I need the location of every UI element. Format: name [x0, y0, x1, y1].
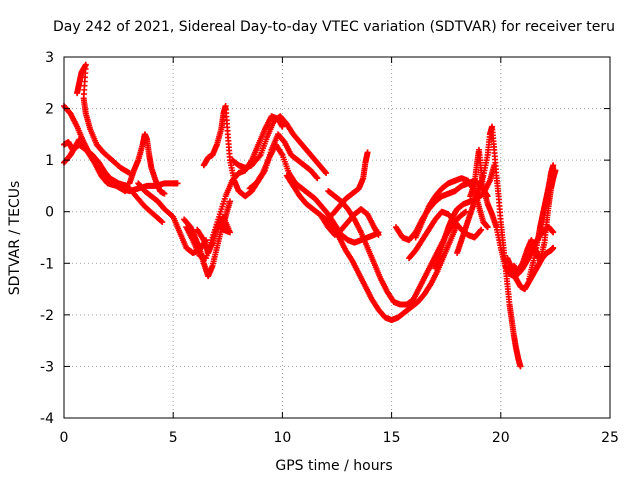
y-tick-label: 3 [45, 50, 54, 66]
y-tick-label: -4 [40, 411, 54, 427]
series-track-10 [229, 113, 330, 177]
data-point [375, 231, 382, 238]
data-point [313, 174, 320, 181]
x-tick-label: 5 [169, 430, 178, 446]
series-track-5 [126, 131, 168, 197]
data-point [484, 224, 491, 231]
x-tick-label: 0 [60, 430, 69, 446]
y-tick-label: -2 [40, 308, 54, 324]
y-tick-label: 0 [45, 205, 54, 221]
y-tick-label: -1 [40, 256, 54, 272]
data-point [517, 363, 524, 370]
series-track-25 [526, 162, 557, 282]
data-points [61, 61, 559, 370]
data-point [122, 188, 129, 195]
data-point [174, 180, 181, 187]
data-point [550, 244, 557, 251]
data-point [550, 229, 557, 236]
plot-frame [63, 56, 611, 419]
data-point [478, 226, 485, 233]
data-point [322, 169, 329, 176]
y-tick-label: -3 [40, 359, 54, 375]
x-axis-label: GPS time / hours [275, 458, 392, 474]
y-axis-label: SDTVAR / TECUs [7, 181, 23, 296]
data-point [194, 226, 201, 233]
series-track-16 [329, 149, 371, 218]
data-point [279, 123, 286, 130]
axis-ticks: 0 5 10 15 20 25 -4 -3 -2 -1 0 1 2 3 [40, 50, 619, 446]
data-point [158, 218, 165, 225]
data-point [323, 170, 330, 177]
series-track-3 [61, 136, 129, 195]
x-tick-label: 15 [383, 430, 401, 446]
data-point [226, 198, 233, 205]
series-track-11 [194, 213, 233, 256]
chart-title: Day 242 of 2021, Sidereal Day-to-day VTE… [53, 19, 615, 35]
x-tick-label: 20 [492, 430, 510, 446]
data-point [462, 208, 469, 215]
y-tick-label: 1 [45, 153, 54, 169]
series-track-15 [318, 206, 382, 238]
data-point [161, 190, 168, 197]
data-point [550, 162, 557, 169]
series-track-4 [74, 61, 133, 177]
data-point [314, 175, 321, 182]
x-tick-label: 25 [601, 430, 619, 446]
data-point [364, 149, 371, 156]
x-tick-label: 10 [273, 430, 291, 446]
y-tick-label: 2 [45, 102, 54, 118]
data-point [159, 219, 166, 226]
data-point [477, 227, 484, 234]
